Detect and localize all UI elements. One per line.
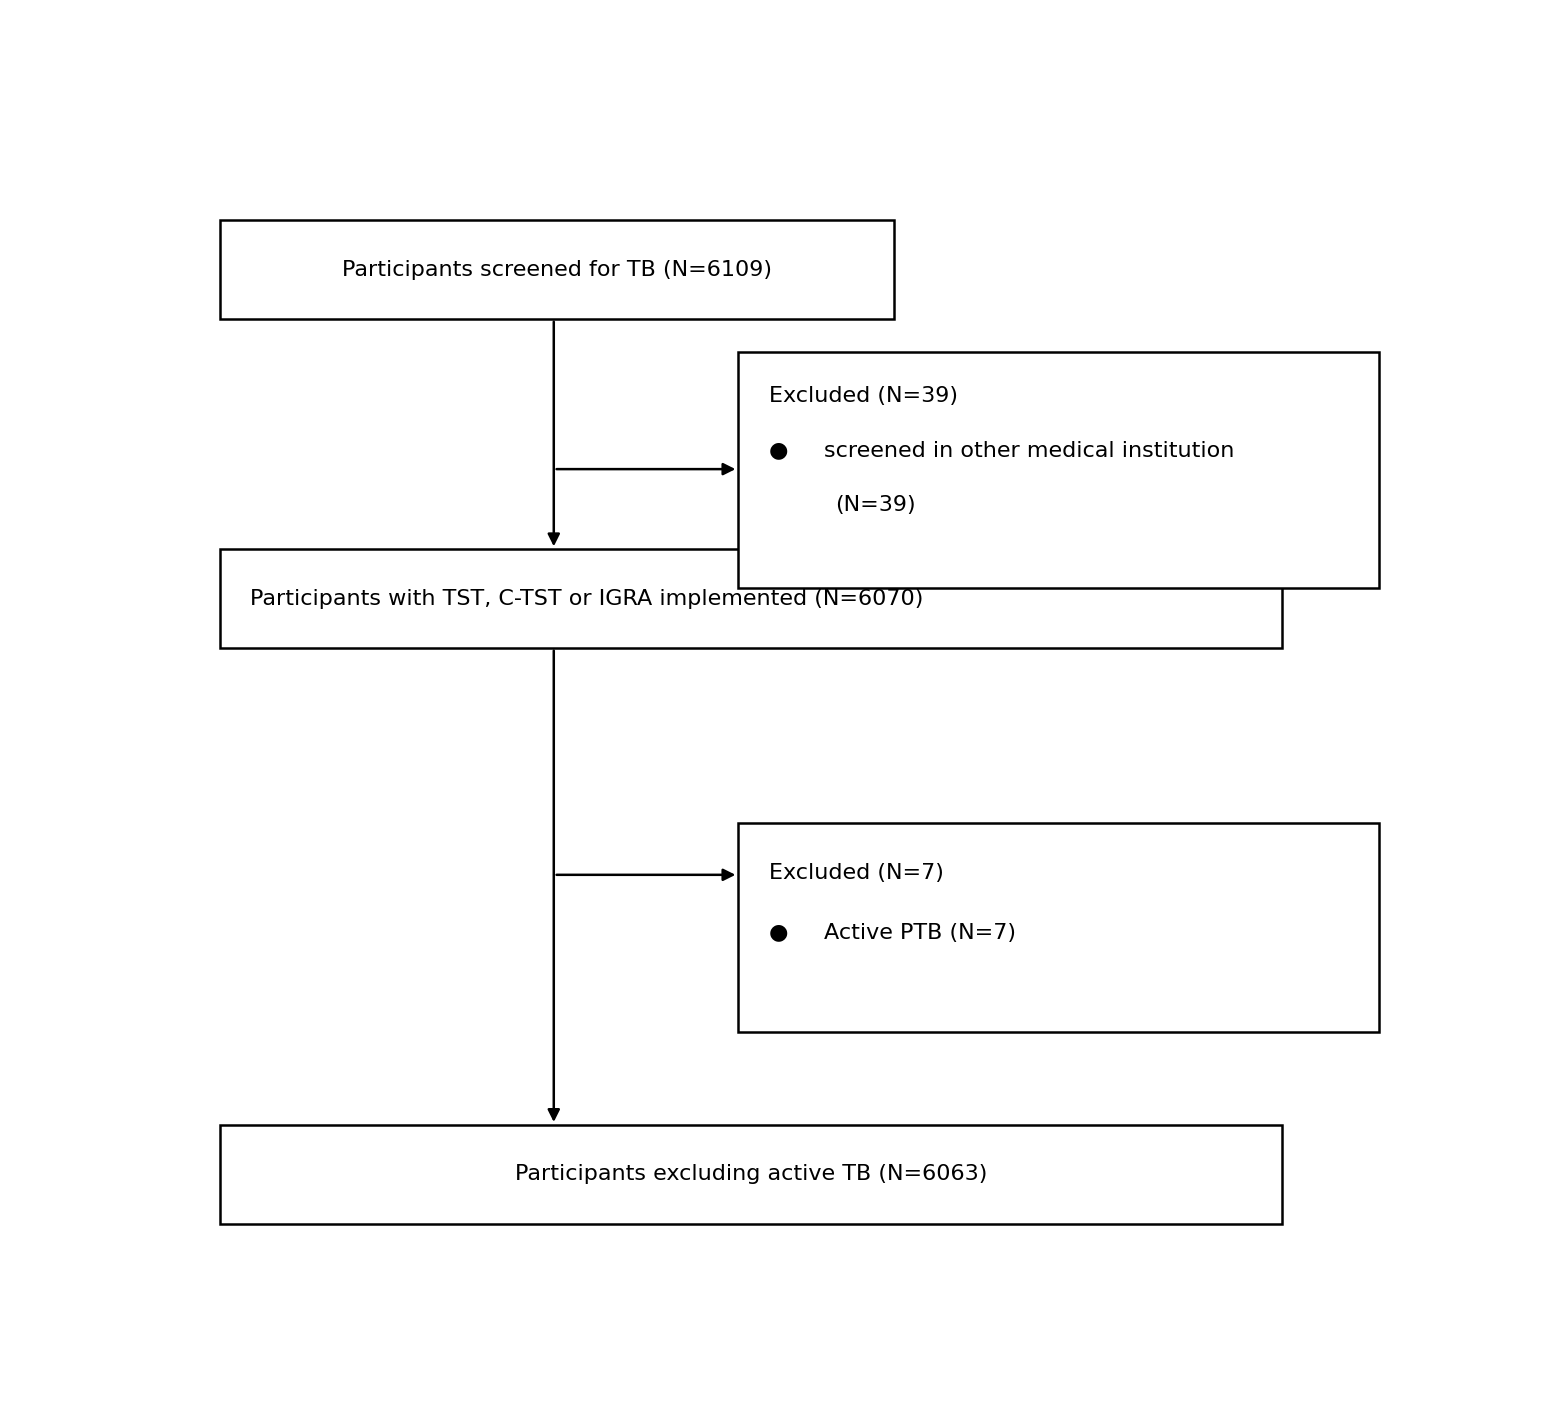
Text: (N=39): (N=39): [835, 496, 916, 515]
Text: Participants screened for TB (N=6109): Participants screened for TB (N=6109): [341, 259, 772, 279]
Bar: [219, 550, 1283, 648]
Text: Participants excluding active TB (N=6063): Participants excluding active TB (N=6063…: [515, 1165, 987, 1185]
Text: ●     Active PTB (N=7): ● Active PTB (N=7): [769, 923, 1016, 943]
Text: ●     screened in other medical institution: ● screened in other medical institution: [769, 440, 1234, 460]
Text: Participants with TST, C-TST or IGRA implemented (N=6070): Participants with TST, C-TST or IGRA imp…: [251, 588, 924, 608]
Bar: [219, 1125, 1283, 1223]
Bar: [219, 221, 894, 319]
Bar: [738, 823, 1380, 1031]
Text: Excluded (N=7): Excluded (N=7): [769, 863, 943, 883]
Text: Excluded (N=39): Excluded (N=39): [769, 386, 957, 406]
Bar: [738, 352, 1380, 588]
